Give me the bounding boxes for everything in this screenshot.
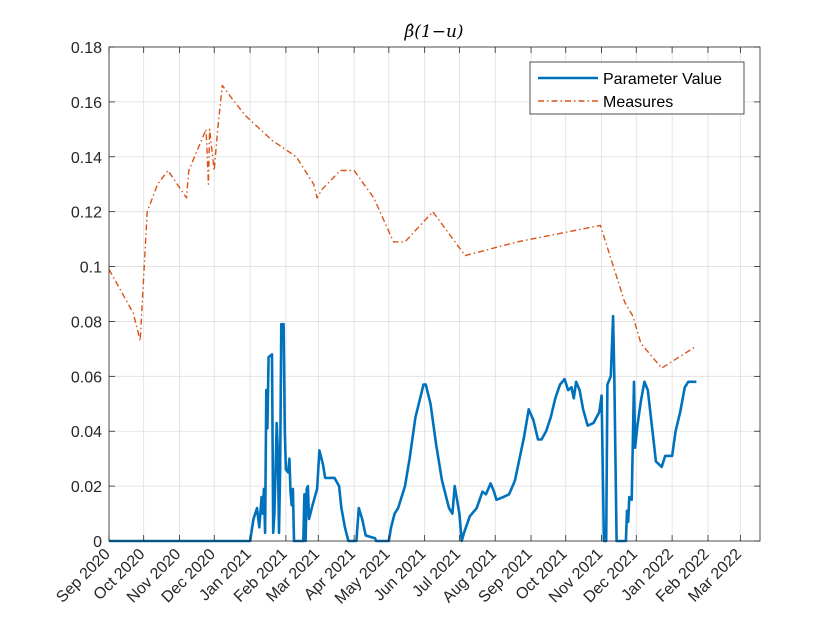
y-tick-label: 0.04 — [71, 424, 102, 441]
axis-ticks — [108, 46, 760, 542]
y-tick-label: 0.12 — [71, 205, 102, 222]
y-tick-label: 0.14 — [71, 150, 102, 167]
series-line-parameter-value — [109, 314, 697, 543]
y-tick-label: 0.1 — [80, 260, 102, 277]
legend-label-parameter-value: Parameter Value — [603, 71, 722, 88]
chart-title: β̂(1−u) — [403, 22, 463, 42]
y-tick-label: 0.02 — [71, 479, 102, 496]
y-tick-label: 0.16 — [71, 95, 102, 112]
y-tick-label: 0 — [93, 534, 102, 551]
legend-label-measures: Measures — [603, 94, 673, 111]
series-line-measures — [108, 84, 697, 369]
legend: Parameter Value Measures — [529, 61, 745, 115]
plot-area — [109, 47, 760, 541]
legend-box — [529, 61, 745, 115]
y-tick-label: 0.18 — [71, 40, 102, 57]
y-axis-tick-labels: 0 0.02 0.04 0.06 0.08 0.1 0.12 0.14 0.16 0.18 — [71, 40, 102, 551]
series-lines — [108, 84, 697, 543]
y-tick-label: 0.08 — [71, 314, 102, 331]
plot-border — [108, 46, 761, 542]
y-tick-label: 0.06 — [71, 369, 102, 386]
